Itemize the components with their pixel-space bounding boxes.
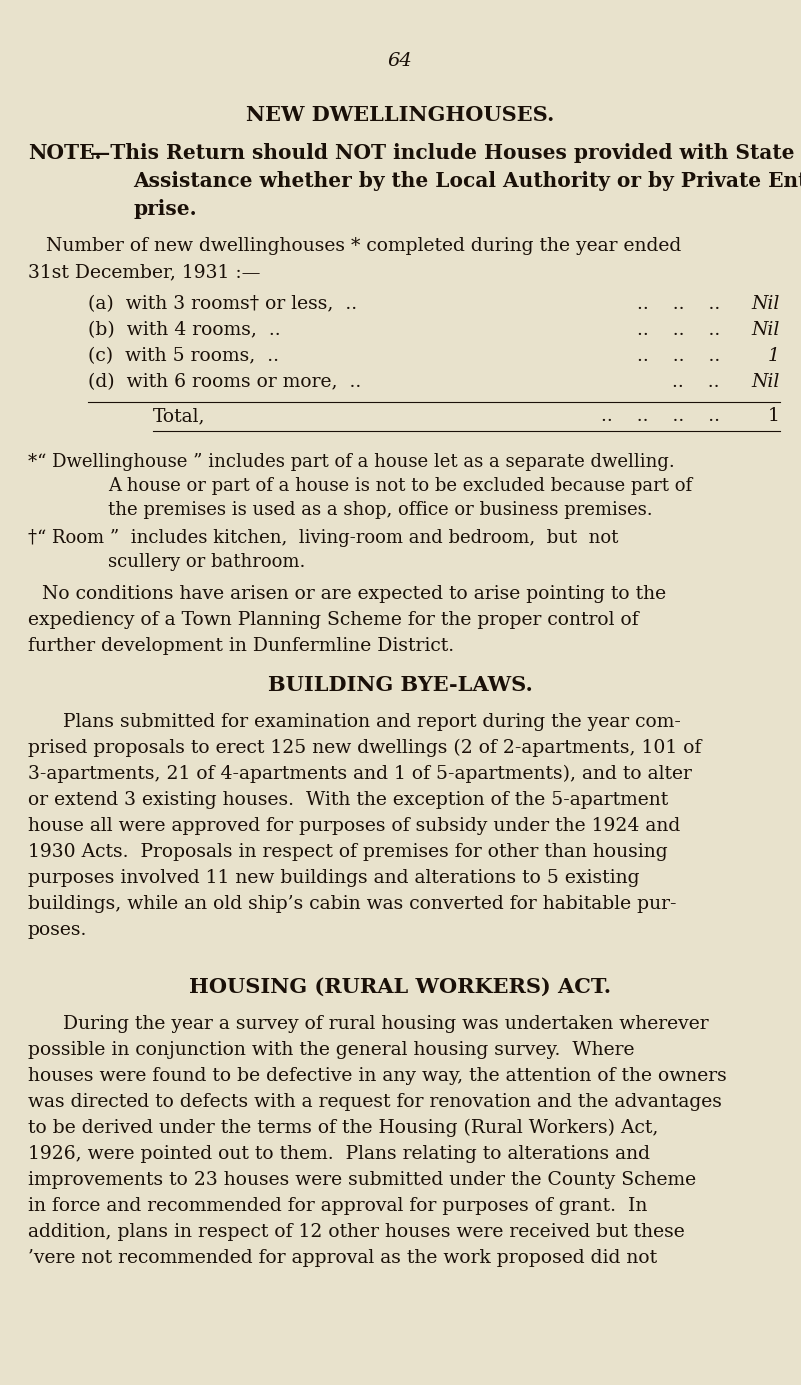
Text: in force and recommended for approval for purposes of grant.  In: in force and recommended for approval fo… bbox=[28, 1197, 647, 1215]
Text: †“ Room ”  includes kitchen,  living-room and bedroom,  but  not: †“ Room ” includes kitchen, living-room … bbox=[28, 529, 618, 547]
Text: —This Return should NOT include Houses provided with State: —This Return should NOT include Houses p… bbox=[90, 143, 795, 163]
Text: the premises is used as a shop, office or business premises.: the premises is used as a shop, office o… bbox=[108, 501, 653, 519]
Text: A house or part of a house is not to be excluded because part of: A house or part of a house is not to be … bbox=[108, 476, 692, 494]
Text: (a)  with 3 rooms† or less,  ..: (a) with 3 rooms† or less, .. bbox=[88, 295, 357, 313]
Text: ..    ..    ..: .. .. .. bbox=[637, 295, 720, 313]
Text: ..    ..    ..: .. .. .. bbox=[637, 348, 720, 366]
Text: to be derived under the terms of the Housing (Rural Workers) Act,: to be derived under the terms of the Hou… bbox=[28, 1119, 658, 1137]
Text: Nil: Nil bbox=[751, 373, 780, 391]
Text: No conditions have arisen or are expected to arise pointing to the: No conditions have arisen or are expecte… bbox=[42, 584, 666, 602]
Text: ..    ..    ..: .. .. .. bbox=[637, 321, 720, 339]
Text: scullery or bathroom.: scullery or bathroom. bbox=[108, 553, 305, 571]
Text: 1: 1 bbox=[768, 407, 780, 425]
Text: Nil: Nil bbox=[751, 295, 780, 313]
Text: (b)  with 4 rooms,  ..: (b) with 4 rooms, .. bbox=[88, 321, 280, 339]
Text: buildings, while an old ship’s cabin was converted for habitable pur-: buildings, while an old ship’s cabin was… bbox=[28, 895, 677, 913]
Text: NEW DWELLINGHOUSES.: NEW DWELLINGHOUSES. bbox=[246, 105, 554, 125]
Text: house all were approved for purposes of subsidy under the 1924 and: house all were approved for purposes of … bbox=[28, 817, 680, 835]
Text: 1930 Acts.  Proposals in respect of premises for other than housing: 1930 Acts. Proposals in respect of premi… bbox=[28, 843, 667, 861]
Text: 31st December, 1931 :—: 31st December, 1931 :— bbox=[28, 263, 260, 281]
Text: prise.: prise. bbox=[133, 199, 196, 219]
Text: poses.: poses. bbox=[28, 921, 87, 939]
Text: purposes involved 11 new buildings and alterations to 5 existing: purposes involved 11 new buildings and a… bbox=[28, 868, 639, 886]
Text: (c)  with 5 rooms,  ..: (c) with 5 rooms, .. bbox=[88, 348, 279, 366]
Text: 1926, were pointed out to them.  Plans relating to alterations and: 1926, were pointed out to them. Plans re… bbox=[28, 1145, 650, 1163]
Text: (d)  with 6 rooms or more,  ..: (d) with 6 rooms or more, .. bbox=[88, 373, 361, 391]
Text: prised proposals to erect 125 new dwellings (2 of 2-apartments, 101 of: prised proposals to erect 125 new dwelli… bbox=[28, 740, 702, 758]
Text: ..    ..: .. .. bbox=[673, 373, 720, 391]
Text: Nil: Nil bbox=[751, 321, 780, 339]
Text: houses were found to be defective in any way, the attention of the owners: houses were found to be defective in any… bbox=[28, 1066, 727, 1084]
Text: Number of new dwellinghouses * completed during the year ended: Number of new dwellinghouses * completed… bbox=[46, 237, 681, 255]
Text: further development in Dunfermline District.: further development in Dunfermline Distr… bbox=[28, 637, 454, 655]
Text: Total,: Total, bbox=[153, 407, 206, 425]
Text: addition, plans in respect of 12 other houses were received but these: addition, plans in respect of 12 other h… bbox=[28, 1223, 685, 1241]
Text: was directed to defects with a request for renovation and the advantages: was directed to defects with a request f… bbox=[28, 1093, 722, 1111]
Text: Plans submitted for examination and report during the year com-: Plans submitted for examination and repo… bbox=[63, 713, 681, 731]
Text: 1: 1 bbox=[768, 348, 780, 366]
Text: During the year a survey of rural housing was undertaken wherever: During the year a survey of rural housin… bbox=[63, 1015, 709, 1033]
Text: *“ Dwellinghouse ” includes part of a house let as a separate dwelling.: *“ Dwellinghouse ” includes part of a ho… bbox=[28, 453, 674, 471]
Text: 3-apartments, 21 of 4-apartments and 1 of 5-apartments), and to alter: 3-apartments, 21 of 4-apartments and 1 o… bbox=[28, 765, 692, 784]
Text: ’vere not recommended for approval as the work proposed did not: ’vere not recommended for approval as th… bbox=[28, 1249, 657, 1267]
Text: Assistance whether by the Local Authority or by Private Enter-: Assistance whether by the Local Authorit… bbox=[133, 170, 801, 191]
Text: NOTE.: NOTE. bbox=[28, 143, 102, 163]
Text: HOUSING (RURAL WORKERS) ACT.: HOUSING (RURAL WORKERS) ACT. bbox=[189, 976, 611, 997]
Text: improvements to 23 houses were submitted under the County Scheme: improvements to 23 houses were submitted… bbox=[28, 1170, 696, 1188]
Text: 64: 64 bbox=[388, 53, 413, 71]
Text: possible in conjunction with the general housing survey.  Where: possible in conjunction with the general… bbox=[28, 1042, 634, 1060]
Text: or extend 3 existing houses.  With the exception of the 5-apartment: or extend 3 existing houses. With the ex… bbox=[28, 791, 668, 809]
Text: ..    ..    ..    ..: .. .. .. .. bbox=[601, 407, 720, 425]
Text: expediency of a Town Planning Scheme for the proper control of: expediency of a Town Planning Scheme for… bbox=[28, 611, 638, 629]
Text: BUILDING BYE-LAWS.: BUILDING BYE-LAWS. bbox=[268, 674, 533, 695]
